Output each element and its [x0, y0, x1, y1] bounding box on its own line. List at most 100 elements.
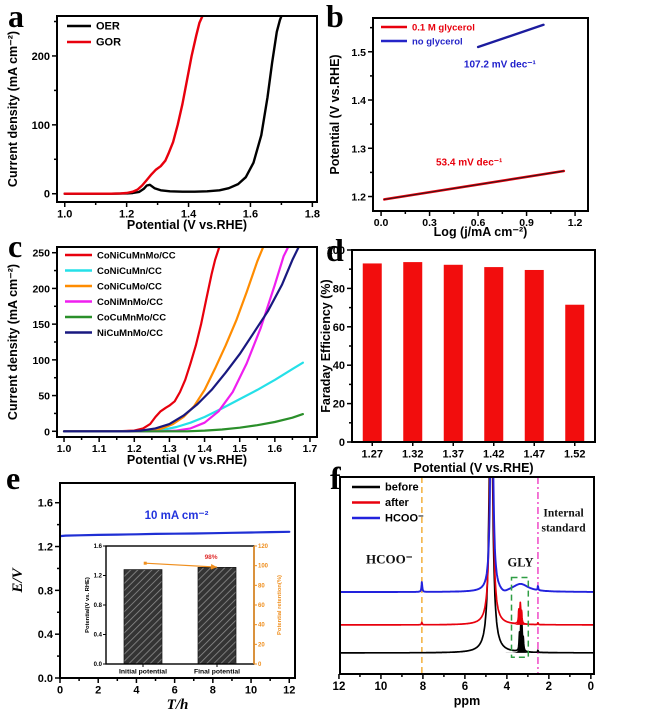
- svg-text:CoNiMnMo/CC: CoNiMnMo/CC: [97, 297, 163, 308]
- svg-text:100: 100: [327, 245, 345, 257]
- svg-text:98%: 98%: [205, 554, 218, 561]
- panel-label-a: a: [8, 0, 24, 34]
- svg-text:NiCuMnMo/CC: NiCuMnMo/CC: [97, 328, 163, 339]
- svg-text:HCOO⁻: HCOO⁻: [385, 513, 424, 525]
- svg-text:2: 2: [95, 685, 101, 697]
- svg-text:T/h: T/h: [167, 697, 189, 713]
- svg-text:Potential (V vs.RHE): Potential (V vs.RHE): [328, 54, 342, 174]
- svg-text:Internal: Internal: [543, 507, 583, 519]
- svg-text:1.3: 1.3: [351, 143, 366, 155]
- svg-text:1.2: 1.2: [94, 574, 103, 580]
- svg-text:Log (j/mA cm⁻²): Log (j/mA cm⁻²): [434, 225, 528, 239]
- panel-label-c: c: [8, 228, 23, 264]
- svg-text:Current density (mA cm⁻²): Current density (mA cm⁻²): [6, 31, 20, 187]
- svg-text:1.42: 1.42: [483, 449, 504, 461]
- svg-text:ppm: ppm: [454, 694, 480, 708]
- svg-text:80: 80: [258, 583, 265, 589]
- svg-text:GLY: GLY: [508, 556, 534, 570]
- svg-text:Potential (V vs.RHE): Potential (V vs.RHE): [127, 453, 247, 467]
- svg-text:2: 2: [546, 681, 552, 693]
- svg-text:E/V: E/V: [10, 566, 26, 593]
- svg-text:0.4: 0.4: [38, 629, 54, 641]
- svg-text:150: 150: [32, 319, 50, 331]
- svg-text:1.8: 1.8: [305, 209, 320, 221]
- svg-text:10: 10: [375, 681, 388, 693]
- svg-text:1.1: 1.1: [92, 443, 107, 455]
- svg-text:50: 50: [38, 391, 50, 403]
- svg-text:107.2 mV dec⁻¹: 107.2 mV dec⁻¹: [464, 60, 537, 71]
- svg-text:Current density (mA cm⁻²): Current density (mA cm⁻²): [6, 264, 20, 420]
- svg-text:before: before: [385, 482, 419, 494]
- svg-text:1.7: 1.7: [303, 443, 318, 455]
- svg-text:0.9: 0.9: [519, 217, 534, 229]
- panel-label-d: d: [326, 232, 344, 268]
- svg-text:8: 8: [210, 685, 216, 697]
- svg-text:1.27: 1.27: [362, 449, 383, 461]
- svg-text:1.5: 1.5: [232, 443, 247, 455]
- svg-text:0: 0: [44, 426, 50, 438]
- svg-text:100: 100: [258, 564, 269, 570]
- svg-text:40: 40: [258, 623, 265, 629]
- svg-text:1.0: 1.0: [57, 443, 72, 455]
- svg-text:1.5: 1.5: [351, 47, 366, 59]
- svg-text:0: 0: [339, 437, 345, 449]
- svg-text:1.0: 1.0: [57, 209, 72, 221]
- svg-text:Faraday Efficiency (%): Faraday Efficiency (%): [319, 279, 333, 412]
- svg-text:1.47: 1.47: [524, 449, 545, 461]
- svg-text:0.0: 0.0: [94, 662, 103, 668]
- svg-text:200: 200: [32, 283, 50, 295]
- svg-text:4: 4: [133, 685, 140, 697]
- panel-label-f: f: [330, 460, 341, 496]
- svg-text:100: 100: [32, 120, 50, 132]
- svg-text:Final potential: Final potential: [194, 669, 240, 676]
- svg-text:200: 200: [32, 51, 50, 63]
- svg-text:OER: OER: [96, 21, 120, 33]
- svg-text:CoCuMnMo/CC: CoCuMnMo/CC: [97, 313, 166, 324]
- svg-text:standard: standard: [542, 522, 587, 534]
- svg-text:0.8: 0.8: [94, 603, 103, 609]
- svg-text:after: after: [385, 497, 410, 509]
- svg-text:no glycerol: no glycerol: [412, 37, 463, 48]
- svg-text:10 mA cm⁻²: 10 mA cm⁻²: [145, 510, 209, 522]
- svg-text:60: 60: [258, 603, 265, 609]
- svg-text:250: 250: [32, 248, 50, 260]
- svg-text:0.3: 0.3: [422, 217, 437, 229]
- svg-text:1.2: 1.2: [351, 192, 366, 204]
- svg-text:100: 100: [32, 355, 50, 367]
- panel-label-b: b: [326, 0, 344, 34]
- svg-text:Initial potential: Initial potential: [119, 669, 167, 676]
- svg-text:53.4 mV dec⁻¹: 53.4 mV dec⁻¹: [436, 158, 503, 169]
- svg-text:CoNiCuMo/CC: CoNiCuMo/CC: [97, 282, 162, 293]
- svg-text:0: 0: [588, 681, 594, 693]
- svg-text:12: 12: [283, 685, 295, 697]
- svg-text:0.6: 0.6: [471, 217, 486, 229]
- svg-text:CoNiCuMn/CC: CoNiCuMn/CC: [97, 266, 162, 277]
- svg-text:80: 80: [333, 283, 345, 295]
- svg-text:60: 60: [333, 322, 345, 334]
- svg-text:1.6: 1.6: [243, 209, 258, 221]
- panel-label-e: e: [6, 460, 21, 496]
- svg-text:20: 20: [333, 399, 345, 411]
- svg-text:20: 20: [258, 642, 265, 648]
- svg-text:0.8: 0.8: [38, 585, 53, 597]
- svg-text:1.2: 1.2: [127, 443, 142, 455]
- svg-text:0: 0: [57, 685, 63, 697]
- svg-text:1.2: 1.2: [568, 217, 583, 229]
- svg-text:10: 10: [245, 685, 257, 697]
- svg-text:1.6: 1.6: [268, 443, 283, 455]
- svg-text:0: 0: [258, 662, 262, 668]
- svg-text:12: 12: [333, 681, 346, 693]
- svg-text:1.4: 1.4: [351, 95, 366, 107]
- svg-text:Potential (V vs.RHE): Potential (V vs.RHE): [127, 218, 247, 232]
- svg-text:1.2: 1.2: [38, 542, 53, 554]
- svg-text:GOR: GOR: [96, 37, 121, 49]
- svg-text:6: 6: [172, 685, 178, 697]
- svg-text:1.37: 1.37: [443, 449, 464, 461]
- svg-text:1.6: 1.6: [94, 544, 103, 550]
- svg-text:6: 6: [462, 681, 468, 693]
- svg-text:0: 0: [44, 189, 50, 201]
- svg-text:0.0: 0.0: [374, 217, 389, 229]
- svg-text:1.2: 1.2: [119, 209, 134, 221]
